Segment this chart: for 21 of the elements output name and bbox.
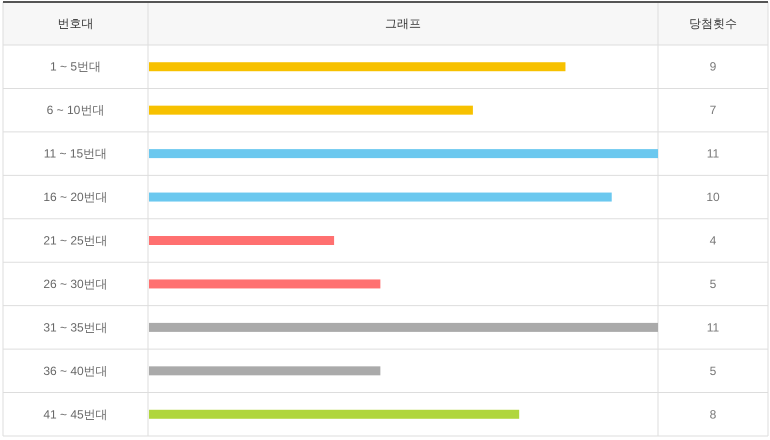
data-label: 9 (710, 60, 716, 74)
data-label: 7 (710, 103, 716, 118)
data-label: 5 (710, 364, 716, 378)
category-label: 41 ~ 45번대 (43, 407, 108, 422)
category-label: 31 ~ 35번대 (43, 320, 108, 334)
title: 그래프 (385, 16, 421, 30)
ylabel: 번호대 (58, 16, 94, 30)
category-label: 1 ~ 5번대 (50, 60, 102, 74)
category-label: 21 ~ 25번대 (43, 234, 108, 248)
data-label: 10 (706, 190, 720, 204)
data-label: 8 (710, 407, 716, 422)
category-label: 16 ~ 20번대 (43, 190, 108, 204)
category-label: 6 ~ 10번대 (46, 103, 104, 118)
xlabel: 당첨횟수 (689, 16, 737, 30)
category-label: 36 ~ 40번대 (43, 364, 108, 378)
data-label: 4 (710, 234, 716, 248)
data-label: 11 (706, 320, 720, 334)
data-label: 11 (706, 146, 720, 161)
category-label: 11 ~ 15번대 (44, 146, 108, 161)
data-label: 5 (710, 276, 716, 291)
category-label: 26 ~ 30번대 (43, 276, 108, 291)
